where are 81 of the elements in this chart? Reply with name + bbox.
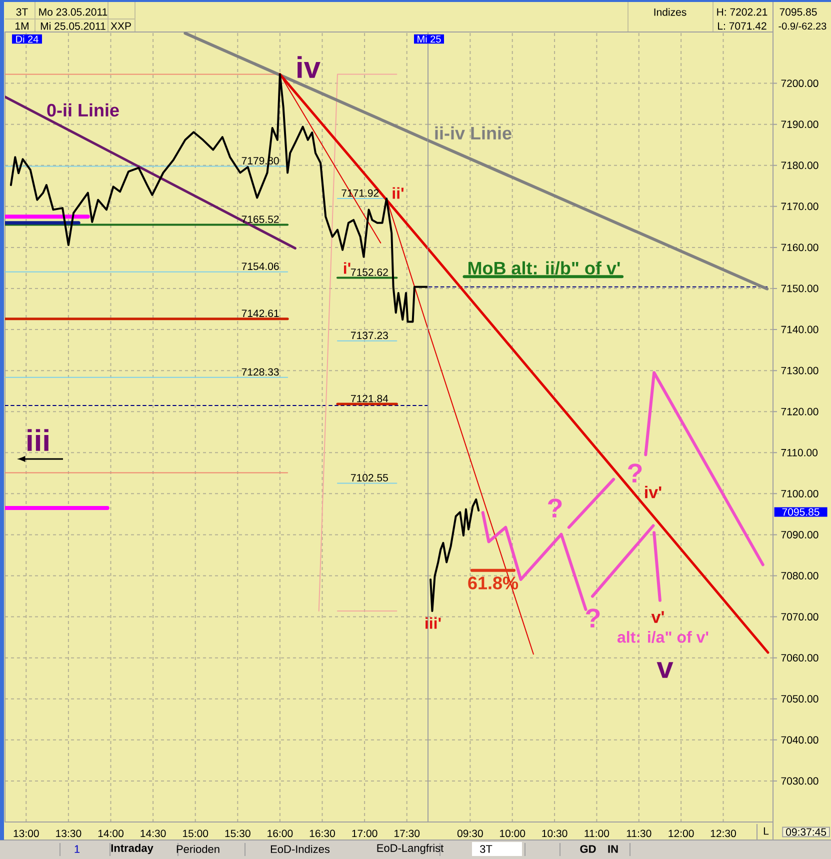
data-label: 7102.55 [350, 474, 388, 482]
y-tick-label: 7110.00 [781, 448, 818, 456]
text: L: 7071.42 [718, 22, 766, 30]
x-tick-label: 14:00 [98, 830, 124, 838]
text: IN [608, 845, 618, 853]
annotation: i' [344, 262, 350, 274]
text: XXP [110, 22, 131, 30]
data-label: 7137.23 [350, 332, 388, 340]
text: 1 [74, 845, 80, 853]
text: Intraday [111, 844, 154, 854]
text: L [764, 827, 769, 835]
x-tick-label: 15:00 [183, 830, 208, 838]
data-label: 7128.33 [242, 368, 279, 376]
text: 7095.85 [780, 8, 817, 16]
x-tick-label: 16:00 [268, 830, 293, 838]
y-tick-label: 7150.00 [781, 284, 818, 292]
x-tick-label: 13:30 [56, 830, 82, 838]
x-tick-label: 11:00 [584, 830, 610, 838]
x-tick-label: 09:30 [457, 830, 483, 838]
text: H: 7202.21 [717, 8, 768, 16]
y-tick-label: 7180.00 [781, 162, 818, 170]
x-tick-label: 10:30 [542, 830, 568, 838]
x-tick-label: 16:30 [310, 830, 335, 838]
y-tick-label: 7140.00 [781, 326, 818, 334]
x-tick-label: 13:00 [14, 830, 39, 838]
text: 3T [480, 845, 492, 853]
y-tick-label: 7080.00 [781, 572, 818, 580]
text: Perioden [176, 844, 220, 854]
y-tick-label: 7030.00 [781, 777, 818, 785]
y-tick-label: 7200.00 [781, 80, 818, 88]
y-tick-label: 7120.00 [781, 408, 818, 416]
y-tick-label: 7170.00 [781, 202, 818, 210]
x-tick-label: 10:00 [500, 830, 526, 838]
annotation: iii' [426, 617, 441, 629]
annotation: 0-ii Linie [47, 103, 119, 117]
y-tick-label: 7160.00 [781, 244, 818, 252]
x-tick-label: 11:30 [626, 830, 652, 838]
y-tick-label: 7040.00 [781, 736, 818, 744]
x-tick-label: 15:30 [225, 830, 250, 838]
data-label: 7154.06 [242, 262, 279, 270]
y-tick-label: 7050.00 [781, 695, 818, 703]
annotation: iii [28, 429, 48, 451]
text: -0.9/-62.23 [778, 22, 826, 30]
data-label: 7121.84 [350, 394, 388, 402]
data-label: 7142.61 [242, 310, 279, 318]
text: 1M [16, 22, 28, 30]
text: EoD-Langfrist [377, 844, 444, 854]
x-tick-label: 12:30 [710, 830, 736, 838]
text: 7095.85 [782, 508, 820, 516]
annotation: v [656, 662, 674, 678]
text: EoD-Indizes [270, 844, 330, 854]
data-label: 7165.52 [242, 216, 279, 224]
y-tick-label: 7190.00 [781, 120, 818, 128]
text: 09:37:45 [786, 828, 826, 836]
annotation: ii' [392, 187, 404, 199]
text: Mo 23.05.2011 [39, 8, 108, 16]
annotation: iv' [645, 486, 662, 498]
data-label: 7152.62 [350, 268, 388, 276]
text: GD [580, 845, 596, 853]
annotation: Di 24 [16, 35, 38, 43]
x-tick-label: 12:00 [668, 830, 694, 838]
x-tick-label: 14:30 [140, 830, 166, 838]
annotation: MoB alt: ii/b" of v' [468, 261, 620, 275]
x-tick-label: 17:00 [352, 830, 378, 838]
y-tick-label: 7130.00 [781, 366, 818, 374]
x-tick-label: 17:30 [394, 830, 420, 838]
annotation: ? [548, 498, 562, 518]
y-tick-label: 7060.00 [781, 654, 818, 662]
text: Indizes [654, 8, 686, 16]
annotation: ii-iv Linie [435, 126, 512, 140]
y-tick-label: 7090.00 [781, 531, 818, 538]
y-tick-label: 7100.00 [781, 490, 818, 498]
annotation: iv [298, 56, 320, 78]
y-tick-label: 7070.00 [781, 613, 818, 621]
annotation: ? [628, 464, 642, 482]
annotation: alt: i/a" of v' [617, 631, 708, 643]
annotation: Mi 25 [418, 35, 441, 43]
annotation: ? [586, 608, 600, 628]
text: 3T [16, 8, 28, 16]
annotation: v' [651, 611, 664, 623]
text: Mi 25.05.2011 [40, 22, 106, 30]
